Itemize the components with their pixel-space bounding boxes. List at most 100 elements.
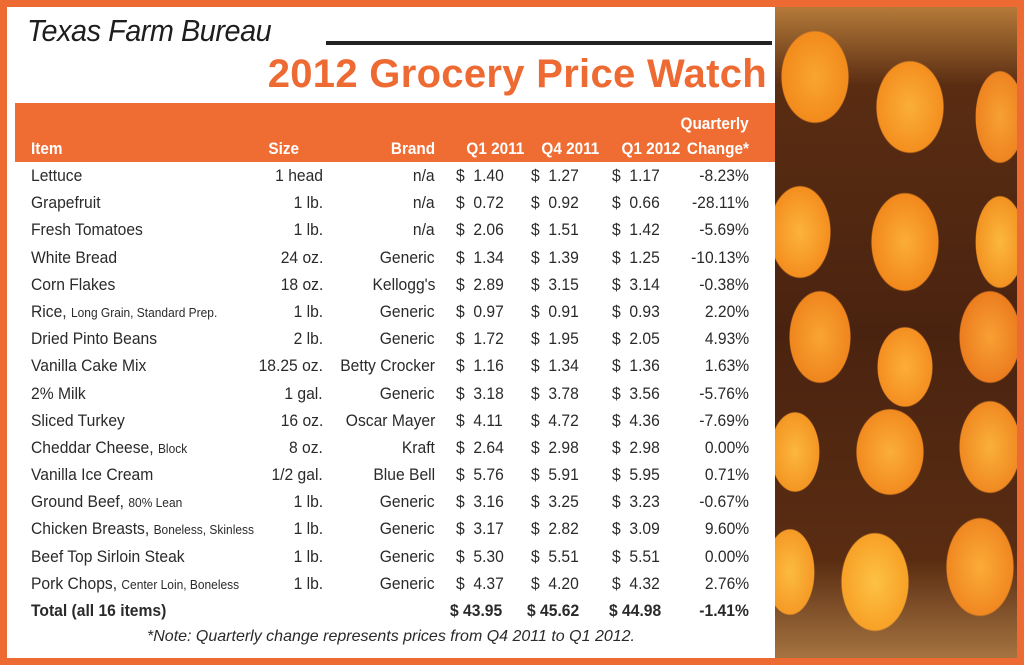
q1-2012-cell: $ 3.14	[612, 274, 660, 294]
q1-2011-cell: $ 2.06	[456, 220, 504, 240]
change-cell: -5.69%	[699, 220, 749, 240]
q4-2011-cell: $ 5.91	[531, 465, 579, 485]
item-detail: 80% Lean	[128, 495, 183, 511]
q1-2011-cell: $ 1.16	[456, 356, 504, 376]
brand-cell: n/a	[413, 220, 435, 240]
q1-2011-cell: $ 2.89	[456, 274, 504, 294]
item-name: Grapefruit	[31, 193, 101, 213]
brand-cell: Generic	[380, 383, 435, 403]
q4-2011-cell: $ 0.91	[531, 301, 579, 321]
size-cell: 1 lb.	[293, 546, 323, 566]
q1-2012-cell: $ 2.98	[612, 437, 660, 457]
item-detail: Long Grain, Standard Prep.	[70, 304, 218, 320]
q1-2011-cell: $ 4.11	[456, 410, 503, 430]
table-body: Lettuce 1 head n/a $ 1.40 $ 1.27 $ 1.17 -8.23%…	[7, 163, 775, 625]
q1-2012-cell: $ 4.32	[612, 573, 660, 593]
brand-cell: Kellogg's	[372, 274, 435, 294]
table-row: Cheddar Cheese, Block 8 oz. Kraft $ 2.64 $ 2…	[7, 435, 775, 462]
item-name: Ground Beef,	[31, 492, 125, 512]
item-name: Vanilla Ice Cream	[31, 465, 154, 485]
item-cell: White Bread	[31, 248, 117, 268]
q4-2011-cell: $ 0.92	[531, 193, 579, 213]
q4-2011-cell: $ 2.98	[531, 437, 579, 457]
q4-2011-cell: $ 4.20	[531, 573, 579, 593]
size-cell: 2 lb.	[293, 329, 323, 349]
item-name: White Bread	[31, 247, 118, 267]
q4-2011-cell: $ 1.34	[531, 356, 579, 376]
q1-2012-cell: $ 1.25	[612, 247, 660, 267]
change-cell: 1.63%	[704, 356, 749, 376]
item-name: Rice,	[31, 301, 67, 321]
item-name: Dried Pinto Beans	[31, 329, 158, 349]
q1-2012-cell: $ 4.36	[612, 410, 660, 430]
brand-cell: Generic	[380, 329, 435, 349]
q1-2011-cell: $ 1.34	[456, 247, 504, 267]
q4-2011-cell: $ 5.51	[531, 546, 579, 566]
table-row: Rice, Long Grain, Standard Prep. 1 lb. Gen…	[7, 299, 775, 326]
item-name: Chicken Breasts,	[31, 519, 150, 539]
table-row: Chicken Breasts, Boneless, Skinless 1 lb.…	[7, 516, 775, 543]
table-row: Beef Top Sirloin Steak 1 lb. Generic $ 5.30…	[7, 544, 775, 571]
table-row: Dried Pinto Beans 2 lb. Generic $ 1.72 $ 1.9…	[7, 326, 775, 353]
size-cell: 1 lb.	[293, 573, 323, 593]
item-cell: Ground Beef, 80% Lean	[31, 492, 182, 512]
size-cell: 1 lb.	[293, 220, 323, 240]
size-cell: 1 lb.	[293, 492, 323, 512]
change-cell: -0.38%	[699, 274, 749, 294]
q1-2012-cell: $ 0.93	[612, 301, 660, 321]
item-name: Beef Top Sirloin Steak	[31, 546, 185, 566]
table-row: Corn Flakes 18 oz. Kellogg's $ 2.89 $ 3.15 $ …	[7, 272, 775, 299]
item-detail: Center Loin, Boneless	[121, 576, 240, 592]
q1-2012-cell: $ 5.95	[612, 465, 660, 485]
change-cell: -5.76%	[699, 383, 749, 403]
q4-2011-cell: $ 1.27	[531, 166, 579, 185]
size-cell: 24 oz.	[280, 247, 323, 267]
brand-cell: n/a	[413, 193, 435, 213]
change-cell: 0.71%	[704, 465, 749, 485]
item-cell: Grapefruit	[31, 193, 101, 213]
item-cell: Vanilla Ice Cream	[31, 465, 153, 485]
q1-2011-cell: $ 0.97	[456, 301, 504, 321]
table-row: Vanilla Ice Cream 1/2 gal. Blue Bell $ 5.76…	[7, 462, 775, 489]
brand-cell: Generic	[380, 546, 435, 566]
q1-2012-cell: $ 5.51	[612, 546, 660, 566]
change-cell: 2.20%	[704, 301, 749, 321]
q1-2011-cell: $ 5.30	[456, 546, 504, 566]
table-row: Pork Chops, Center Loin, Boneless 1 lb. Ge…	[7, 571, 775, 598]
change-cell: -0.67%	[699, 492, 749, 512]
q1-2012-cell: $ 0.66	[612, 193, 660, 213]
change-cell: -28.11%	[691, 193, 749, 213]
change-cell: 4.93%	[704, 329, 749, 349]
brand-cell: Oscar Mayer	[345, 410, 435, 430]
item-detail: Boneless, Skinless	[153, 522, 254, 538]
size-cell: 1 gal.	[284, 383, 323, 403]
table-row: Vanilla Cake Mix 18.25 oz. Betty Crocker $ …	[7, 353, 775, 380]
item-name: Corn Flakes	[31, 274, 116, 294]
item-cell: Beef Top Sirloin Steak	[31, 547, 185, 567]
q1-2011-cell: $ 3.17	[456, 519, 504, 539]
table-row: White Bread 24 oz. Generic $ 1.34 $ 1.39 $ 1.…	[7, 245, 775, 272]
item-name: 2% Milk	[31, 383, 86, 403]
item-detail: Block	[157, 440, 188, 456]
footnote: *Note: Quarterly change represents price…	[147, 628, 635, 645]
item-cell: Vanilla Cake Mix	[31, 356, 146, 376]
change-cell: 0.00%	[704, 437, 749, 457]
item-cell: Dried Pinto Beans	[31, 329, 157, 349]
item-cell: 2% Milk	[31, 384, 86, 404]
size-cell: 1 lb.	[293, 193, 323, 213]
col-change-line1: Quarterly	[680, 114, 749, 133]
brand-cell: n/a	[413, 166, 435, 185]
q4-2011-cell: $ 3.25	[531, 492, 579, 512]
col-q4-2011: Q4 2011	[541, 139, 599, 158]
total-change: -1.41%	[699, 601, 749, 620]
brand-cell: Betty Crocker	[340, 356, 435, 376]
item-name: Vanilla Cake Mix	[31, 356, 147, 376]
q1-2012-cell: $ 3.23	[612, 492, 660, 512]
brand-cell: Generic	[380, 573, 435, 593]
q1-2011-cell: $ 1.40	[456, 166, 504, 185]
brand-cell: Generic	[380, 519, 435, 539]
table-row: Grapefruit 1 lb. n/a $ 0.72 $ 0.92 $ 0.66 -28.…	[7, 190, 775, 217]
item-cell: Cheddar Cheese, Block	[31, 438, 187, 458]
total-row: Total (all 16 items) $ 43.95 $ 45.62 $ 44.9…	[7, 598, 775, 625]
item-name: Cheddar Cheese,	[31, 437, 154, 457]
